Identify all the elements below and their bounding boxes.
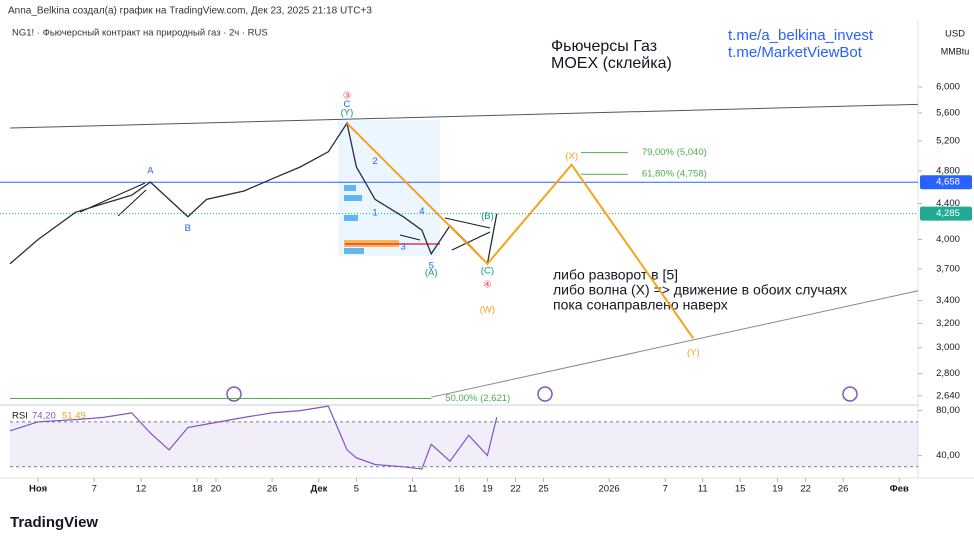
- rsi-name: RSI: [12, 411, 28, 422]
- x-tick-label: 19: [772, 484, 783, 495]
- wave-label: (B): [481, 211, 494, 222]
- rsi-value: 74,20: [32, 411, 56, 422]
- y-tick-label: 6,000: [936, 82, 960, 93]
- price-label: 4,658: [936, 177, 960, 188]
- y-tick-label: 3,200: [936, 318, 960, 329]
- link[interactable]: t.me/MarketViewBot: [728, 44, 863, 61]
- price-label-box: [920, 206, 972, 221]
- x-tick-label: 19: [482, 484, 493, 495]
- y-tick-label: 2,800: [936, 368, 960, 379]
- x-tick-label: 11: [698, 484, 708, 495]
- wave-label: ③: [343, 90, 352, 101]
- x-tick-label: 22: [510, 484, 521, 495]
- x-tick-label: 18: [192, 484, 203, 495]
- replay-icons: [226, 386, 858, 402]
- x-tick-label: 2026: [599, 484, 620, 495]
- comment: либо разворот в [5]: [553, 267, 678, 283]
- x-tick-label: 7: [92, 484, 97, 495]
- x-tick-label: 16: [454, 484, 465, 495]
- wave-label: 5: [429, 260, 434, 271]
- wave-label: (A): [425, 267, 438, 278]
- wave-label: 1: [372, 208, 377, 219]
- wave-label: (X): [565, 151, 578, 162]
- x-tick-label: 25: [538, 484, 549, 495]
- link[interactable]: t.me/a_belkina_invest: [728, 27, 874, 44]
- price-line: [9, 121, 498, 266]
- wave-label: 4: [419, 206, 424, 217]
- fib-label: 50,00% (2,621): [445, 393, 510, 404]
- x-tick-label: 26: [267, 484, 278, 495]
- x-tick-label: 11: [408, 484, 418, 495]
- y-tick-label: 5,200: [936, 135, 960, 146]
- trend-line: [9, 103, 919, 129]
- currency: USD: [945, 29, 965, 40]
- y-tick-label: 3,700: [936, 263, 960, 274]
- price-label-box: [920, 175, 972, 190]
- rsi-band: [10, 421, 918, 467]
- rsi-tick-label: 40,00: [936, 450, 960, 461]
- wave-label: 3: [401, 242, 406, 253]
- x-tick-label: 12: [136, 484, 147, 495]
- wave-label: ④: [483, 279, 492, 290]
- y-tick-label: 3,400: [936, 295, 960, 306]
- x-tick-label: Фев: [890, 484, 909, 495]
- x-tick-label: Ноя: [29, 484, 47, 495]
- footer-logo: TradingView: [10, 514, 98, 531]
- comment: либо волна (X) => движение в обоих случа…: [553, 282, 847, 298]
- fib-label: 61,80% (4,758): [642, 169, 707, 180]
- wave-label: A: [147, 165, 154, 176]
- y-tick-label: 4,400: [936, 198, 960, 209]
- x-tick-label: 20: [211, 484, 222, 495]
- wave-label: C: [344, 99, 351, 110]
- x-tick-label: 26: [838, 484, 849, 495]
- wave-label: (Y): [687, 347, 700, 358]
- y-tick-label: 2,640: [936, 390, 960, 401]
- fib-label: 79,00% (5,040): [642, 147, 707, 158]
- y-tick-label: 4,800: [936, 165, 960, 176]
- comment: пока сонаправлено наверх: [553, 297, 728, 313]
- y-tick-label: 5,600: [936, 107, 960, 118]
- y-tick-label: 3,000: [936, 342, 960, 353]
- wave-label: (Y): [341, 107, 354, 118]
- note-title: Фьючерсы Газ: [551, 38, 657, 55]
- rsi-ma-value: 51,49: [62, 411, 86, 422]
- x-tick-label: Дек: [310, 484, 327, 495]
- unit: MMBtu: [941, 46, 970, 56]
- symbol: NG1! · Фьючерсный контракт на природный …: [12, 28, 268, 39]
- attribution: Anna_Belkina создал(а) график на Trading…: [8, 5, 372, 17]
- x-tick-label: 5: [354, 484, 359, 495]
- x-tick-label: 22: [800, 484, 811, 495]
- rsi-tick-label: 80,00: [936, 405, 960, 416]
- wave-label: B: [185, 223, 191, 234]
- wave-path: [346, 122, 695, 339]
- wave-label: (W): [480, 305, 495, 316]
- note-subtitle: MOEX (склейка): [551, 55, 672, 72]
- x-tick-label: 15: [735, 484, 746, 495]
- x-tick-label: 7: [663, 484, 668, 495]
- trend-line: [431, 290, 919, 398]
- wave-label: 2: [372, 156, 377, 167]
- y-tick-label: 4,000: [936, 234, 960, 245]
- rsi-line: [9, 405, 498, 470]
- wave-label: (C): [481, 265, 494, 276]
- price-label: 4,285: [936, 208, 960, 219]
